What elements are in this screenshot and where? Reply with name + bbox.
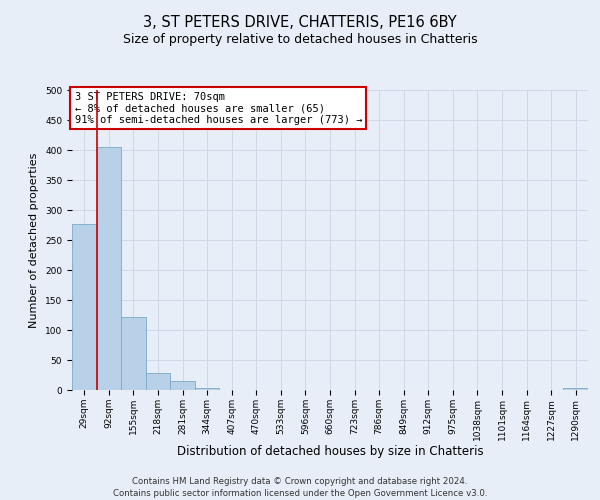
X-axis label: Distribution of detached houses by size in Chatteris: Distribution of detached houses by size … (176, 446, 484, 458)
Y-axis label: Number of detached properties: Number of detached properties (29, 152, 40, 328)
Text: Contains HM Land Registry data © Crown copyright and database right 2024.: Contains HM Land Registry data © Crown c… (132, 478, 468, 486)
Text: 3 ST PETERS DRIVE: 70sqm
← 8% of detached houses are smaller (65)
91% of semi-de: 3 ST PETERS DRIVE: 70sqm ← 8% of detache… (74, 92, 362, 124)
Bar (97, 147, 121, 390)
Bar (121, 317, 146, 390)
Bar (72, 224, 97, 390)
Text: 3, ST PETERS DRIVE, CHATTERIS, PE16 6BY: 3, ST PETERS DRIVE, CHATTERIS, PE16 6BY (143, 15, 457, 30)
Bar (146, 372, 170, 390)
Text: Size of property relative to detached houses in Chatteris: Size of property relative to detached ho… (122, 32, 478, 46)
Bar (563, 388, 588, 390)
Bar (195, 388, 220, 390)
Text: Contains public sector information licensed under the Open Government Licence v3: Contains public sector information licen… (113, 489, 487, 498)
Bar (170, 381, 195, 390)
